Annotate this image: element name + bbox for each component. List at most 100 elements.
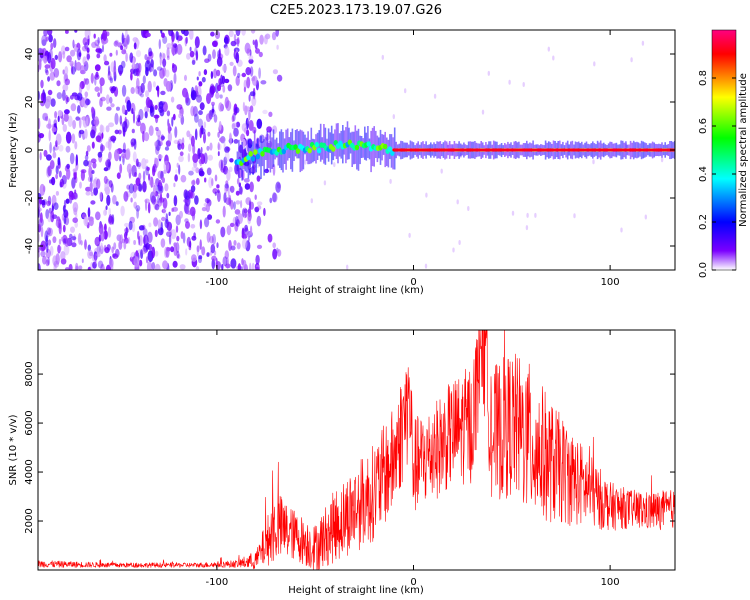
noise-speckle [133, 240, 137, 245]
noise-speckle [221, 263, 224, 270]
noise-speckle [108, 161, 111, 169]
noise-speckle [115, 201, 119, 206]
noise-speckle [166, 43, 173, 50]
noise-speckle [218, 48, 221, 59]
noise-speckle [150, 59, 154, 68]
signal-core [354, 144, 360, 151]
noise-speckle [224, 250, 229, 260]
noise-speckle [145, 256, 149, 264]
noise-speckle [173, 182, 176, 188]
noise-speckle [147, 80, 152, 93]
noise-speckle [171, 39, 174, 47]
noise-speckle [105, 205, 108, 210]
noise-speckle [165, 246, 170, 258]
noise-speckle [155, 126, 159, 132]
spectrogram-x-ticks: -100 0 100 [206, 30, 620, 288]
noise-speckle [78, 117, 82, 129]
noise-speckle [65, 94, 69, 105]
noise-speckle [620, 227, 623, 233]
signal-core [295, 148, 301, 154]
noise-speckle [155, 184, 162, 194]
noise-speckle [226, 257, 230, 269]
noise-speckle [148, 173, 151, 181]
noise-speckle [152, 81, 156, 88]
noise-speckle [42, 112, 48, 117]
noise-speckle [46, 200, 51, 207]
noise-speckle [207, 154, 213, 161]
noise-speckle [48, 34, 53, 43]
noise-speckle [62, 124, 67, 132]
noise-speckle [164, 183, 169, 192]
noise-speckle [49, 71, 55, 81]
noise-speckle [173, 242, 177, 247]
noise-speckle [210, 244, 216, 254]
noise-speckle [38, 131, 41, 143]
noise-speckle [47, 213, 52, 223]
noise-speckle [161, 208, 166, 214]
noise-speckle [149, 105, 155, 117]
noise-speckle [404, 88, 407, 94]
noise-speckle [177, 143, 182, 151]
noise-speckle [186, 53, 191, 60]
noise-speckle [230, 258, 237, 269]
noise-speckle [458, 240, 461, 245]
noise-speckle [233, 240, 237, 246]
noise-speckle [79, 65, 85, 74]
noise-speckle [209, 85, 216, 94]
signal-halo [354, 125, 357, 164]
noise-speckle [52, 146, 56, 153]
noise-speckle [110, 61, 116, 73]
noise-speckle [256, 215, 262, 227]
signal-core [383, 143, 388, 150]
noise-speckle [55, 165, 59, 175]
noise-speckle [220, 226, 226, 238]
noise-speckle [94, 76, 97, 86]
noise-speckle [154, 250, 159, 257]
noise-speckle [100, 242, 103, 250]
noise-speckle [119, 234, 124, 245]
noise-speckle [229, 61, 234, 66]
noise-speckle [203, 121, 207, 129]
spectrogram-panel: -100 0 100 -40 -20 0 20 40 Height of straight … [8, 29, 676, 296]
noise-speckle [157, 179, 163, 191]
noise-speckle [162, 53, 166, 60]
noise-speckle [219, 94, 223, 99]
noise-speckle [176, 250, 180, 259]
noise-speckle [552, 55, 555, 61]
noise-speckle [212, 234, 216, 245]
noise-speckle [227, 84, 233, 92]
noise-speckle [236, 37, 240, 47]
noise-speckle [48, 129, 51, 142]
signal-track [234, 121, 675, 181]
noise-speckle [165, 80, 172, 92]
noise-speckle [207, 214, 213, 220]
noise-speckle [160, 238, 166, 248]
noise-speckle [116, 106, 120, 111]
signal-halo [263, 139, 265, 176]
noise-speckle [228, 166, 233, 173]
noise-speckle [142, 130, 145, 143]
noise-speckle [107, 138, 112, 151]
signal-core [316, 147, 322, 154]
noise-speckle [235, 190, 240, 196]
noise-speckle [167, 122, 171, 134]
signal-core [281, 148, 286, 155]
noise-speckle [333, 162, 336, 168]
noise-speckle [204, 217, 210, 228]
noise-speckle [47, 239, 52, 246]
noise-speckle [237, 72, 241, 79]
noise-speckle [232, 65, 237, 77]
noise-speckle [99, 84, 103, 94]
noise-speckle [102, 44, 104, 53]
noise-speckle [133, 138, 137, 150]
noise-speckle [249, 105, 254, 113]
noise-speckle [233, 127, 239, 137]
noise-speckle [222, 64, 228, 72]
noise-speckle [65, 131, 72, 144]
noise-speckle [233, 33, 237, 42]
noise-speckle [241, 238, 248, 249]
noise-speckle [211, 104, 215, 115]
noise-speckle [162, 197, 168, 209]
noise-speckle [168, 211, 171, 216]
noise-speckle [38, 225, 41, 233]
